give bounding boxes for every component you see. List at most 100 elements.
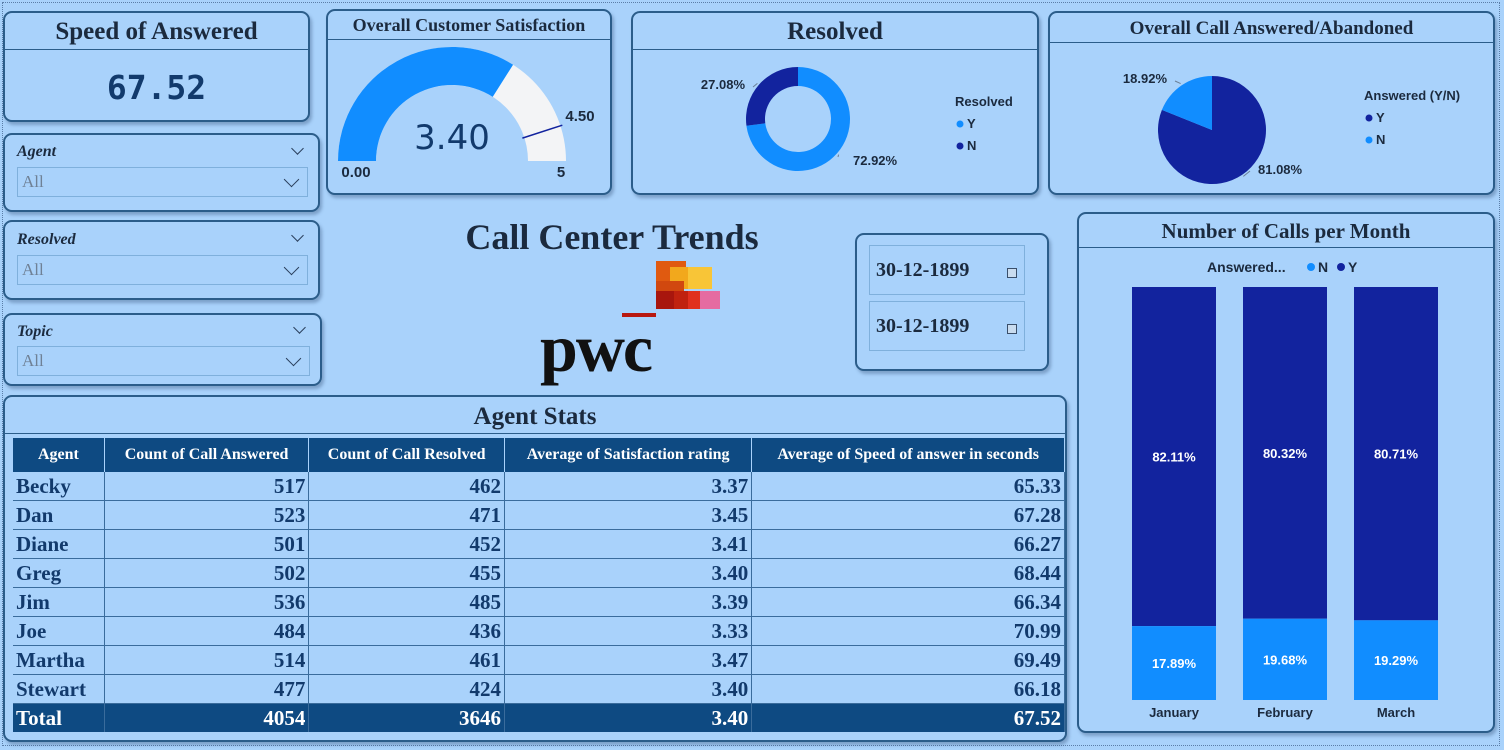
column-header[interactable]: Count of Call Answered: [104, 438, 310, 472]
chevron-down-icon: [283, 171, 300, 188]
pwc-logo: pwc: [538, 261, 728, 391]
value-cell: 66.18: [751, 674, 1065, 704]
column-header[interactable]: Count of Call Resolved: [308, 438, 506, 472]
pwc-logo-mark: pwc: [540, 261, 720, 386]
data-label: 27.08%: [701, 77, 746, 92]
gauge-max-label: 5: [557, 164, 565, 181]
column-header[interactable]: Average of Speed of answer in seconds: [751, 438, 1065, 472]
calendar-icon[interactable]: [1007, 268, 1017, 278]
value-cell: 484: [104, 616, 310, 646]
column-header[interactable]: Average of Satisfaction rating: [504, 438, 753, 472]
data-label: 80.32%: [1263, 446, 1308, 461]
chevron-down-icon[interactable]: [291, 142, 304, 155]
satisfaction-card-title: Overall Customer Satisfaction: [328, 11, 610, 40]
agent-name-cell: Greg: [13, 558, 105, 588]
chevron-down-icon[interactable]: [293, 321, 306, 334]
value-cell: 3.47: [504, 645, 753, 675]
data-label: 82.11%: [1152, 450, 1196, 465]
speed-card-title: Speed of Answered: [5, 13, 308, 50]
page-title: Call Center Trends: [465, 217, 759, 257]
agent-stats-title: Agent Stats: [5, 397, 1065, 434]
slicer-topic[interactable]: Topic All: [3, 313, 322, 386]
slicer-agent[interactable]: Agent All: [3, 133, 320, 212]
value-cell: 502: [104, 558, 310, 588]
slicer-resolved-label: Resolved: [17, 231, 76, 248]
chevron-down-icon: [285, 350, 302, 367]
value-cell: 523: [104, 500, 310, 530]
calls-per-month-card: Number of Calls per Month Answered... N Y 8…: [1077, 212, 1495, 733]
legend-item[interactable]: Y: [1376, 110, 1385, 125]
resolved-donut-chart: 72.92% 27.08% Resolved YN: [701, 67, 1013, 171]
pie-slice-y: [746, 67, 850, 171]
end-date-input[interactable]: 30-12-1899: [869, 301, 1025, 351]
data-label-leader: [1243, 170, 1251, 177]
value-cell: 455: [308, 558, 506, 588]
table-row: Diane 501 452 3.41 66.27: [13, 529, 1065, 559]
bar-segment-y: [1132, 287, 1216, 627]
start-date-value: 30-12-1899: [876, 259, 970, 281]
value-cell: 4054: [104, 703, 310, 732]
legend-marker: [1307, 263, 1315, 271]
table-row: Jim 536 485 3.39 66.34: [13, 587, 1065, 617]
chevron-down-icon[interactable]: [291, 229, 304, 242]
answered-abandoned-card: Overall Call Answered/Abandoned 81.08% 18…: [1048, 11, 1495, 195]
bar-segment-n: [1243, 618, 1327, 700]
data-label: 72.92%: [853, 153, 898, 168]
legend-marker: [1337, 263, 1345, 271]
value-cell: 485: [308, 587, 506, 617]
start-date-input[interactable]: 30-12-1899: [869, 245, 1025, 295]
pie-slice-n: [746, 67, 798, 126]
legend-title: Answered (Y/N): [1364, 88, 1460, 103]
data-label-leader: [837, 154, 840, 158]
value-cell: 3.37: [504, 472, 753, 501]
agent-stats-table: Agent Count of Call Answered Count of Call…: [13, 438, 1065, 732]
answered-card-title: Overall Call Answered/Abandoned: [1050, 13, 1493, 43]
legend-item[interactable]: Y: [967, 116, 976, 131]
gauge-value-arc: [338, 47, 514, 161]
legend-title: Answered...: [1207, 259, 1286, 275]
value-cell: 3.40: [504, 674, 753, 704]
legend-item[interactable]: N: [1318, 259, 1328, 275]
agent-stats-card: Agent Stats Agent Count of Call Answered C…: [3, 395, 1067, 742]
value-cell: 3.41: [504, 529, 753, 559]
agent-name-cell: Dan: [13, 500, 105, 530]
value-cell: 70.99: [751, 616, 1065, 646]
value-cell: 461: [308, 645, 506, 675]
agent-name-cell: Martha: [13, 645, 105, 675]
value-cell: 3.40: [504, 703, 753, 732]
slicer-agent-label: Agent: [17, 143, 57, 160]
data-label: 81.08%: [1258, 162, 1303, 177]
satisfaction-gauge: 3.40 0.00 5 4.50: [338, 47, 595, 181]
legend-item[interactable]: N: [1376, 132, 1385, 147]
end-date-value: 30-12-1899: [876, 315, 970, 337]
x-tick-label: January: [1149, 705, 1200, 720]
bar-segment-y: [1243, 287, 1327, 619]
value-cell: 436: [308, 616, 506, 646]
slicer-agent-dropdown[interactable]: All: [17, 167, 308, 197]
date-range-slicer: 30-12-1899 30-12-1899: [855, 233, 1049, 371]
calendar-icon[interactable]: [1007, 324, 1017, 334]
gauge-value: 3.40: [414, 118, 490, 158]
slicer-resolved[interactable]: Resolved All: [3, 220, 320, 300]
table-row: Martha 514 461 3.47 69.49: [13, 645, 1065, 675]
agent-name-cell: Stewart: [13, 674, 105, 704]
value-cell: 66.34: [751, 587, 1065, 617]
table-row: Becky 517 462 3.37 65.33: [13, 472, 1065, 501]
slicer-topic-dropdown[interactable]: All: [17, 346, 310, 376]
answered-pie-chart: 81.08% 18.92% Answered (Y/N) YN: [1123, 71, 1460, 184]
legend-item[interactable]: Y: [1348, 259, 1358, 275]
value-cell: 66.27: [751, 529, 1065, 559]
legend-item[interactable]: N: [967, 138, 976, 153]
slicer-topic-value: All: [22, 351, 44, 370]
total-row: Total 4054 3646 3.40 67.52: [13, 703, 1065, 732]
calls-per-month-title: Number of Calls per Month: [1079, 214, 1493, 248]
agent-name-cell: Total: [13, 703, 105, 732]
value-cell: 67.28: [751, 500, 1065, 530]
column-header[interactable]: Agent: [13, 438, 105, 472]
satisfaction-gauge-card: Overall Customer Satisfaction 3.40 0.00 …: [326, 9, 612, 195]
agent-name-cell: Jim: [13, 587, 105, 617]
pie-slice-n: [1161, 76, 1212, 130]
slicer-resolved-dropdown[interactable]: All: [17, 255, 308, 285]
speed-of-answered-card: Speed of Answered 67.52: [3, 11, 310, 122]
agent-name-cell: Diane: [13, 529, 105, 559]
